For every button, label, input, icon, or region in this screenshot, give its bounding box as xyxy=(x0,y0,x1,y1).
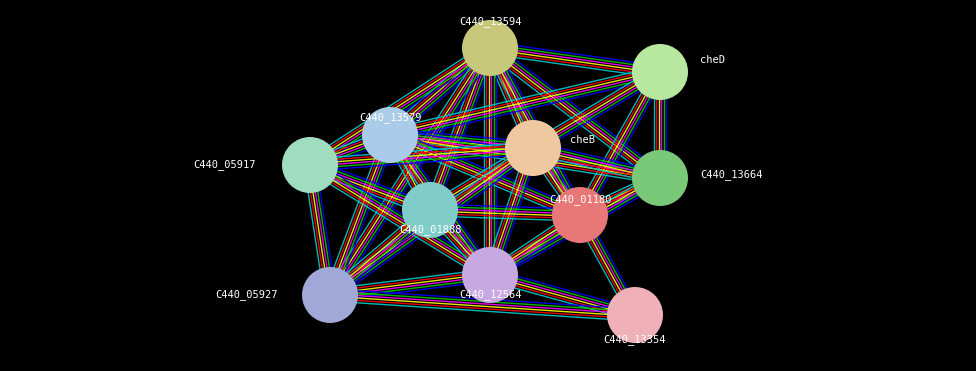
Text: C440_01888: C440_01888 xyxy=(399,224,462,236)
Text: C440_12564: C440_12564 xyxy=(459,289,521,301)
Circle shape xyxy=(607,287,663,343)
Text: cheD: cheD xyxy=(700,55,725,65)
Circle shape xyxy=(632,150,688,206)
Circle shape xyxy=(362,107,418,163)
Text: C440_13579: C440_13579 xyxy=(359,112,422,124)
Text: C440_05917: C440_05917 xyxy=(193,160,256,170)
Text: C440_13594: C440_13594 xyxy=(459,17,521,27)
Circle shape xyxy=(282,137,338,193)
Circle shape xyxy=(552,187,608,243)
Circle shape xyxy=(462,247,518,303)
Circle shape xyxy=(462,20,518,76)
Text: C440_13664: C440_13664 xyxy=(700,170,762,180)
Text: C440_13354: C440_13354 xyxy=(604,335,667,345)
Circle shape xyxy=(402,182,458,238)
Circle shape xyxy=(302,267,358,323)
Text: C440_01180: C440_01180 xyxy=(549,194,611,206)
Text: cheB: cheB xyxy=(570,135,595,145)
Text: C440_05927: C440_05927 xyxy=(216,289,278,301)
Circle shape xyxy=(505,120,561,176)
Circle shape xyxy=(632,44,688,100)
